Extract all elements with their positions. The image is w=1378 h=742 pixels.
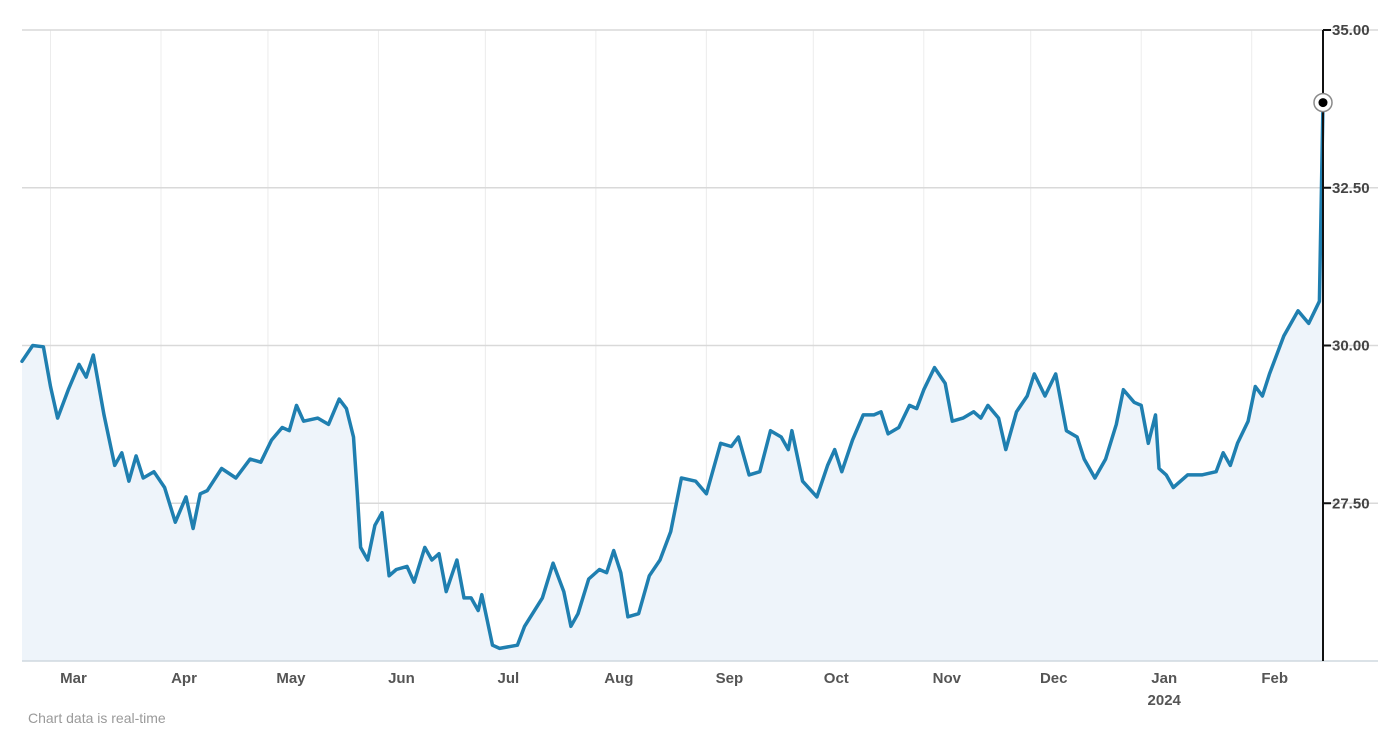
x-tick-label: Dec [1040, 670, 1068, 687]
last-point-marker [1318, 98, 1328, 108]
x-tick-label: Jul [498, 670, 520, 687]
x-tick-label: Jan [1151, 670, 1177, 687]
x-tick-label: Sep [716, 670, 744, 687]
y-tick-label: 32.50 [1332, 180, 1370, 197]
y-tick-label: 27.50 [1332, 495, 1370, 512]
x-tick-label: Oct [824, 670, 849, 687]
series-line [20, 100, 1325, 651]
chart-footnote: Chart data is real-time [28, 710, 166, 726]
series-area [22, 102, 1323, 662]
x-tick-label: Aug [604, 670, 633, 687]
x-tick-label: May [276, 670, 306, 687]
x-tick-label: Apr [171, 670, 197, 687]
x-tick-label: Jun [388, 670, 415, 687]
x-tick-label: Feb [1261, 670, 1288, 687]
y-tick-label: 30.00 [1332, 338, 1370, 355]
x-tick-label: Mar [60, 670, 87, 687]
x-tick-sublabel: 2024 [1148, 692, 1182, 709]
x-tick-label: Nov [933, 670, 962, 687]
y-tick-label: 35.00 [1332, 22, 1370, 39]
